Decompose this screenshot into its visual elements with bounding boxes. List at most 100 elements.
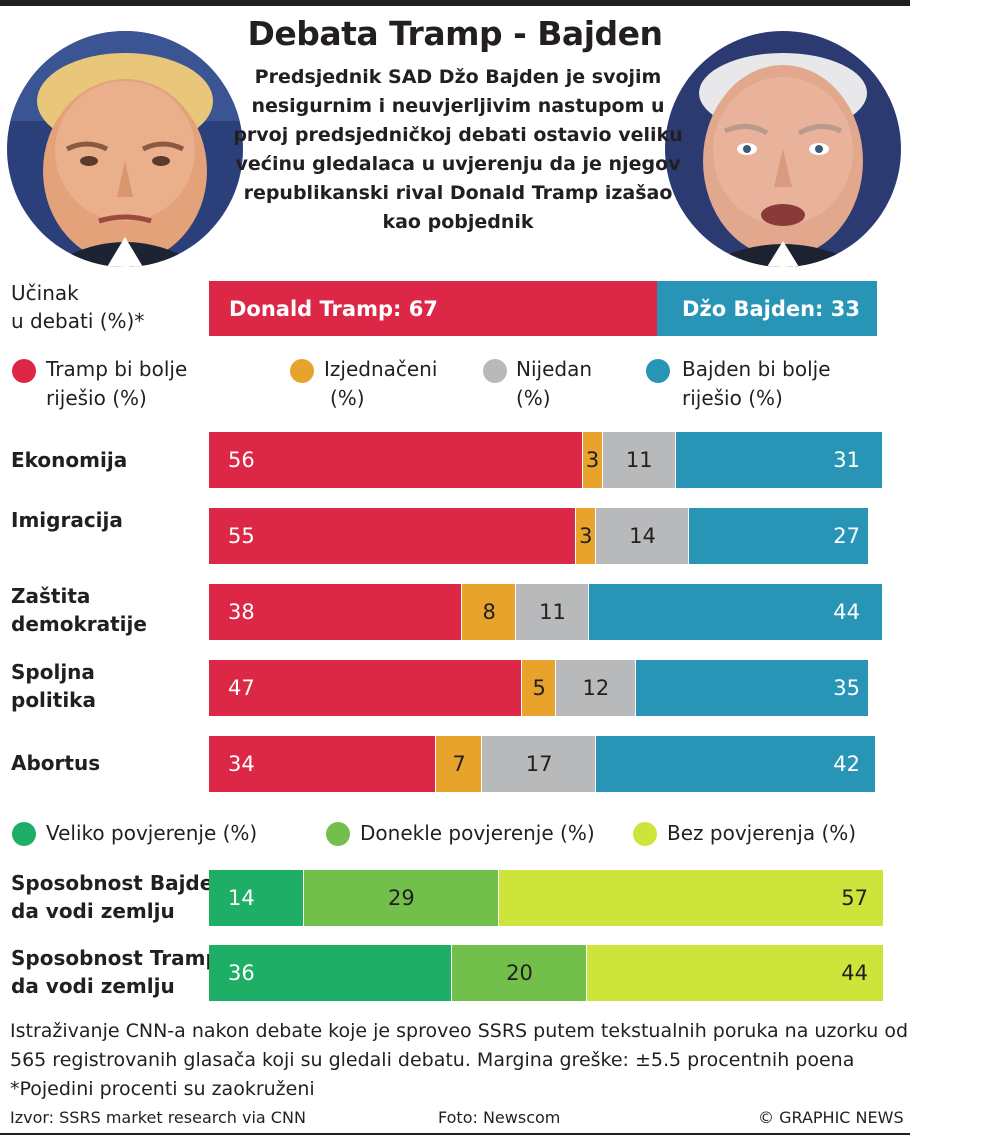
segment-biden [589, 584, 883, 640]
legend-neither: Nijedan (%) [516, 355, 592, 413]
data-label: 27 [833, 524, 860, 548]
segment-tie [575, 508, 596, 564]
performance-label-line2: u debati (%)* [11, 309, 145, 333]
data-label: 36 [228, 961, 255, 985]
topic-label-line: Abortus [11, 751, 101, 775]
topic-label-line: Imigracija [11, 508, 123, 532]
segment-neither [595, 508, 690, 564]
segment-neither [515, 584, 590, 640]
legend-tie-line1: Izjednačeni [324, 357, 438, 381]
segment-biden [675, 432, 883, 488]
segment-biden [635, 660, 870, 716]
confidence-label-line: da vodi zemlju [11, 899, 175, 923]
legend-tie-line2: (%) [330, 386, 365, 410]
data-label: 14 [629, 524, 656, 548]
confidence-label-biden: Sposobnost Bajdena da vodi zemlju [11, 869, 241, 925]
topic-label-ekonomija: Ekonomija [11, 446, 127, 474]
survey-note-line2: 565 registrovanih glasača koji su gledal… [10, 1049, 855, 1071]
performance-segment-trump: Donald Tramp: 67 [209, 281, 657, 336]
data-label: 42 [833, 752, 860, 776]
segment-trump [209, 508, 576, 564]
data-label: 3 [585, 448, 600, 472]
performance-segment-biden: Džo Bajden: 33 [656, 281, 877, 336]
data-label: 17 [525, 752, 553, 776]
legend-tie-swatch [290, 359, 314, 383]
topic-label-demokratija: Zaštita demokratije [11, 582, 147, 638]
data-label: 11 [625, 448, 653, 472]
stacked-bar: 38 8 11 44 [209, 584, 883, 640]
photo-credit: Foto: Newscom [438, 1108, 561, 1127]
performance-segment-label: Donald Tramp: 67 [229, 296, 438, 321]
copyright: © GRAPHIC NEWS [758, 1108, 904, 1127]
legend-none-swatch [633, 822, 657, 846]
biden-portrait-image [665, 31, 901, 267]
stacked-bar: 55 3 14 27 [209, 508, 876, 564]
confidence-label-line: Sposobnost Bajdena [11, 871, 242, 895]
segment-biden [689, 508, 870, 564]
stacked-bar: 36 20 44 [209, 945, 884, 1001]
performance-segment-label: Džo Bajden: 33 [682, 296, 860, 321]
topic-label-spoljna-politika: Spoljna politika [11, 658, 96, 714]
data-label: 12 [582, 676, 610, 700]
confidence-label-line: Sposobnost Trampa [11, 946, 234, 970]
legend-trump-line2: riješio (%) [46, 386, 147, 410]
legend-great-swatch [12, 822, 36, 846]
legend-biden: Bajden bi bolje riješio (%) [682, 355, 831, 413]
chart-title: Debata Tramp - Bajden [247, 14, 663, 53]
stacked-bar: 47 5 12 35 [209, 660, 876, 716]
confidence-label-trump: Sposobnost Trampa da vodi zemlju [11, 944, 233, 1000]
segment-neither [602, 432, 676, 488]
segment-great-confidence [209, 945, 452, 1001]
topic-label-abortus: Abortus [11, 749, 100, 777]
segment-neither [482, 736, 596, 792]
data-label: 14 [228, 886, 255, 910]
bottom-rule [0, 1133, 910, 1135]
topic-label-line: Ekonomija [11, 448, 128, 472]
segment-trump [209, 736, 436, 792]
legend-great: Veliko povjerenje (%) [46, 821, 258, 845]
data-label: 5 [532, 676, 546, 700]
data-label: 44 [833, 600, 860, 624]
stacked-bar: 56 3 11 31 [209, 432, 883, 488]
segment-biden [595, 736, 876, 792]
topic-label-line: Spoljna [11, 660, 95, 684]
stacked-bar: 14 29 57 [209, 870, 884, 926]
topic-label-imigracija: Imigracija [11, 506, 123, 534]
survey-note: Istraživanje CNN-a nakon debate koje je … [10, 1017, 910, 1075]
topic-label-line: Zaštita [11, 584, 91, 608]
data-label: 7 [452, 752, 466, 776]
topic-label-line: demokratije [11, 612, 147, 636]
survey-note-line1: Istraživanje CNN-a nakon debate koje je … [10, 1020, 909, 1042]
data-label: 31 [833, 448, 860, 472]
confidence-label-line: da vodi zemlju [11, 974, 175, 998]
segment-tie [435, 736, 483, 792]
performance-label: Učinak u debati (%)* [11, 279, 144, 335]
data-label: 11 [539, 600, 566, 624]
legend-trump-line1: Tramp bi bolje [46, 357, 188, 381]
legend-neither-line2: (%) [516, 386, 551, 410]
legend-tie: Izjednačeni (%) [324, 355, 437, 413]
legend-neither-line1: Nijedan [516, 357, 593, 381]
legend-biden-line1: Bajden bi bolje [682, 357, 831, 381]
trump-portrait-image [7, 31, 243, 267]
data-label: 56 [228, 448, 255, 472]
data-label: 3 [579, 524, 593, 548]
data-label: 57 [841, 886, 868, 910]
legend-some: Donekle povjerenje (%) [360, 821, 595, 845]
top-rule [0, 0, 910, 6]
rounding-note: *Pojedini procenti su zaokruženi [10, 1078, 315, 1100]
legend-neither-swatch [483, 359, 507, 383]
source-credit: Izvor: SSRS market research via CNN [10, 1108, 306, 1127]
topic-label-line: politika [11, 688, 96, 712]
legend-trump-swatch [12, 359, 36, 383]
segment-trump [209, 432, 583, 488]
segment-tie [462, 584, 516, 640]
segment-tie [582, 432, 603, 488]
legend-some-swatch [326, 822, 350, 846]
data-label: 55 [228, 524, 255, 548]
trump-portrait [7, 31, 243, 267]
data-label: 44 [841, 961, 868, 985]
data-label: 47 [228, 676, 255, 700]
data-label: 34 [228, 752, 255, 776]
legend-trump: Tramp bi bolje riješio (%) [46, 355, 187, 413]
